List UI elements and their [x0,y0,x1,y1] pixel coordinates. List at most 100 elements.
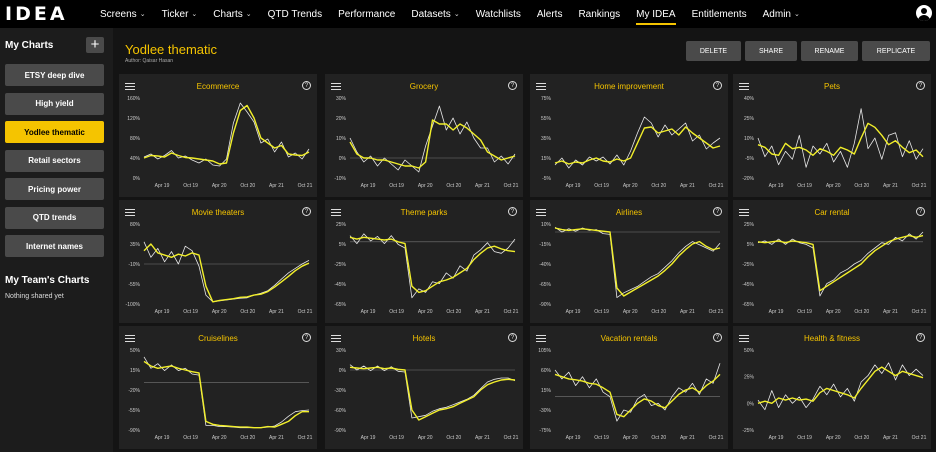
nav-item-alerts[interactable]: Alerts [529,0,571,28]
sidebar-item-high-yield[interactable]: High yield [5,92,104,115]
help-icon[interactable]: ? [916,333,925,342]
y-tick-label: 0% [339,156,347,162]
hamburger-icon[interactable] [739,335,749,342]
nav-item-label: QTD Trends [267,8,323,20]
nav-item-qtd-trends[interactable]: QTD Trends [260,0,330,28]
sidebar-item-qtd-trends[interactable]: QTD trends [5,206,104,229]
share-button[interactable]: SHARE [745,41,797,61]
help-icon[interactable]: ? [508,207,517,216]
line-chart: 50% 25% 0% -25% Apr 19 Oct 19 Apr 20 Oct 20 Apr … [742,348,927,441]
sidebar-item-internet-names[interactable]: Internet names [5,235,104,257]
sidebar-item-yodlee-thematic[interactable]: Yodlee thematic [5,121,104,143]
line-chart: 160% 120% 80% 40% 0% Apr 19 Oct 19 Apr 20 Oct 20… [127,96,312,189]
x-tick-label: Oct 21 [504,183,519,189]
sidebar: My Charts + ETSY deep dive High yield Yodl… [0,28,113,452]
x-tick-label: Apr 21 [269,183,284,189]
x-tick-label: Oct 21 [912,309,927,315]
x-tick-label: Apr 21 [883,183,898,189]
sidebar-item-etsy-deep-dive[interactable]: ETSY deep dive [5,64,104,86]
series-line-primary [349,236,516,294]
delete-button[interactable]: DELETE [686,41,741,61]
nav-item-datasets[interactable]: Datasets ⌄ [403,0,467,28]
y-tick-label: 40% [130,156,141,162]
y-tick-label: -25% [334,262,346,268]
chart-title: Grocery [409,82,439,91]
x-tick-label: Apr 20 [826,309,841,315]
team-charts-heading: My Team's Charts [5,275,90,286]
sidebar-item-retail-sectors[interactable]: Retail sectors [5,149,104,172]
help-icon[interactable]: ? [508,333,517,342]
rename-button[interactable]: RENAME [801,41,858,61]
y-tick-label: 15% [541,156,552,162]
chart-title: Vacation rentals [600,334,658,343]
hamburger-icon[interactable] [331,335,341,342]
hamburger-icon[interactable] [536,209,546,216]
help-icon[interactable]: ? [302,207,311,216]
nav-item-label: Datasets [411,8,451,20]
chart-card: 75% 55% 35% 15% -5% Apr 19 Oct 19 Apr 20 Oct 20 A… [530,74,728,197]
help-icon[interactable]: ? [916,207,925,216]
hamburger-icon[interactable] [739,209,749,216]
nav-item-screens[interactable]: Screens ⌄ [92,0,154,28]
line-chart: 30% 0% -30% -60% -90% Apr 19 Oct 19 Apr 20 Oct 2… [334,348,518,441]
help-icon[interactable]: ? [713,81,722,90]
x-tick-label: Oct 20 [854,309,869,315]
series-line-primary [757,366,924,405]
user-icon[interactable] [916,5,932,21]
chart-card: 25% 5% -25% -45% -65% Apr 19 Oct 19 Apr 20 Oct 2… [733,200,931,323]
series-line-secondary [757,108,924,168]
logo[interactable]: IDEA [0,0,92,28]
nav-item-charts[interactable]: Charts ⌄ [205,0,259,28]
help-icon[interactable]: ? [713,207,722,216]
y-tick-label: 80% [130,222,141,228]
x-tick-label: Oct 19 [797,183,812,189]
series-line-secondary [349,233,516,299]
y-tick-label: -10% [128,262,140,268]
nav-item-performance[interactable]: Performance [330,0,403,28]
series-line-secondary [554,116,721,169]
hamburger-icon[interactable] [125,209,135,216]
x-tick-label: Apr 21 [680,183,695,189]
help-icon[interactable]: ? [916,81,925,90]
hamburger-icon[interactable] [125,335,135,342]
y-tick-label: 0% [133,176,141,182]
help-icon[interactable]: ? [508,81,517,90]
chart-title: Hotels [412,334,436,343]
add-chart-button[interactable]: + [86,37,104,53]
nav-item-my-idea[interactable]: My IDEA [628,0,683,28]
x-tick-label: Oct 21 [709,309,724,315]
help-icon[interactable]: ? [713,333,722,342]
action-bar: DELETE SHARE RENAME REPLICATE [682,41,930,61]
nav-item-entitlements[interactable]: Entitlements [684,0,755,28]
nav-item-admin[interactable]: Admin ⌄ [755,0,808,28]
x-tick-label: Oct 20 [854,435,869,441]
x-tick-label: Oct 19 [389,435,404,441]
y-tick-label: 5% [747,242,755,248]
y-tick-label: -20% [128,388,140,394]
hamburger-icon[interactable] [536,83,546,90]
sidebar-item-pricing-power[interactable]: Pricing power [5,178,104,200]
y-tick-label: -5% [542,176,551,182]
y-tick-label: 30% [336,348,347,354]
hamburger-icon[interactable] [739,83,749,90]
help-icon[interactable]: ? [302,81,311,90]
nav-item-rankings[interactable]: Rankings [570,0,628,28]
hamburger-icon[interactable] [125,83,135,90]
x-tick-label: Oct 19 [183,183,198,189]
hamburger-icon[interactable] [331,209,341,216]
x-tick-label: Oct 19 [594,309,609,315]
x-tick-label: Apr 20 [826,435,841,441]
replicate-button[interactable]: REPLICATE [862,41,930,61]
hamburger-icon[interactable] [536,335,546,342]
y-tick-label: -100% [126,302,141,308]
help-icon[interactable]: ? [302,333,311,342]
chart-title: Ecommerce [196,82,240,91]
nav-item-watchlists[interactable]: Watchlists [468,0,529,28]
series-line-primary [349,119,516,169]
nav-item-ticker[interactable]: Ticker ⌄ [154,0,206,28]
line-chart: 105% 60% 15% -30% -75% Apr 19 Oct 19 Apr 20 Oct … [538,348,723,441]
line-chart: 40% 25% 10% -5% -20% Apr 19 Oct 19 Apr 20 Oct 20… [742,96,926,189]
top-nav: IDEA Screens ⌄ Ticker ⌄ Charts ⌄ QTD Trends Per… [0,0,936,28]
hamburger-icon[interactable] [331,83,341,90]
x-tick-label: Oct 21 [912,435,927,441]
